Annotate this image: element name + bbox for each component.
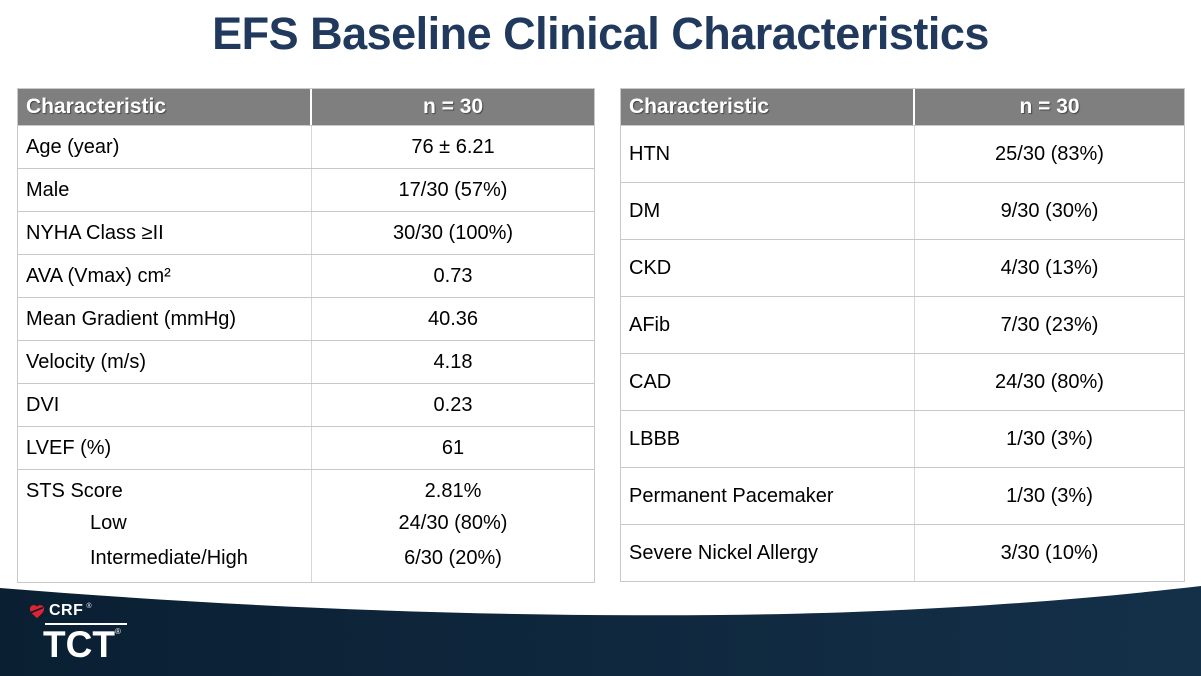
column-header-n30: n = 30 [1019, 95, 1080, 118]
registered-trademark-symbol: ® [86, 603, 92, 610]
logo-divider-line [45, 623, 127, 625]
table-row: Age (year) 76 ± 6.21 [18, 125, 594, 168]
table-row: CKD 4/30 (13%) [621, 239, 1184, 296]
table-header-row: Characteristic n = 30 [18, 89, 594, 125]
row-value: 0.73 [433, 264, 473, 287]
row-label: AFib [621, 297, 915, 353]
table-row: HTN 25/30 (83%) [621, 125, 1184, 182]
footer-wave-band [0, 586, 1201, 676]
page-title: EFS Baseline Clinical Characteristics [212, 8, 989, 59]
row-label: Age (year) [18, 126, 312, 168]
row-value: 2.81% [424, 479, 482, 502]
crf-logo-text: CRF [49, 602, 84, 619]
row-label: DM [621, 183, 915, 239]
tct-logo-row: TCT ® [43, 626, 127, 663]
row-label: STS Score [18, 470, 312, 512]
row-label: AVA (Vmax) cm² [18, 255, 312, 297]
row-label: Severe Nickel Allergy [621, 525, 915, 581]
row-label: HTN [621, 126, 915, 182]
table-row: Permanent Pacemaker 1/30 (3%) [621, 467, 1184, 524]
row-label: Low [18, 512, 312, 547]
crf-tct-logo: CRF ® TCT ® [28, 602, 127, 663]
baseline-characteristics-table-right: Characteristic n = 30 HTN 25/30 (83%) DM 9/… [620, 88, 1185, 582]
column-header-n30: n = 30 [422, 95, 484, 118]
table-row: LBBB 1/30 (3%) [621, 410, 1184, 467]
row-value: 24/30 (80%) [398, 512, 508, 534]
row-value: 0.23 [433, 393, 473, 416]
crf-logo-row: CRF ® [28, 602, 127, 620]
column-header-characteristic: Characteristic [18, 89, 312, 125]
row-label: LBBB [621, 411, 915, 467]
row-label: Intermediate/High [18, 547, 312, 582]
row-value: 30/30 (100%) [392, 221, 514, 244]
row-value: 1/30 (3%) [1006, 427, 1093, 450]
table-row: AFib 7/30 (23%) [621, 296, 1184, 353]
row-value: 6/30 (20%) [404, 547, 502, 569]
row-value: 3/30 (10%) [1000, 541, 1099, 564]
row-label: CKD [621, 240, 915, 296]
row-label: LVEF (%) [18, 427, 312, 469]
row-value: 7/30 (23%) [1000, 313, 1099, 336]
row-value: 4.18 [433, 350, 473, 373]
table-row: Severe Nickel Allergy 3/30 (10%) [621, 524, 1184, 581]
row-value: 25/30 (83%) [995, 142, 1104, 165]
row-value: 17/30 (57%) [398, 178, 508, 201]
table-row: Velocity (m/s) 4.18 [18, 340, 594, 383]
row-label: Permanent Pacemaker [621, 468, 915, 524]
tct-logo-text: TCT [43, 624, 115, 665]
table-row: CAD 24/30 (80%) [621, 353, 1184, 410]
table-row: AVA (Vmax) cm² 0.73 [18, 254, 594, 297]
column-header-characteristic: Characteristic [621, 89, 915, 125]
row-label: Velocity (m/s) [18, 341, 312, 383]
table-row: LVEF (%) 61 [18, 426, 594, 469]
row-value: 40.36 [427, 307, 479, 330]
row-label: Mean Gradient (mmHg) [18, 298, 312, 340]
row-label: Male [18, 169, 312, 211]
table-subrow: Intermediate/High 6/30 (20%) [18, 547, 594, 582]
registered-trademark-symbol: ® [114, 627, 121, 636]
table-row: NYHA Class ≥II 30/30 (100%) [18, 211, 594, 254]
baseline-characteristics-table-left: Characteristic n = 30 Age (year) 76 ± 6.2… [17, 88, 595, 583]
row-value: 4/30 (13%) [1000, 256, 1099, 279]
table-header-row: Characteristic n = 30 [621, 89, 1184, 125]
row-value: 24/30 (80%) [995, 370, 1104, 393]
row-label: DVI [18, 384, 312, 426]
table-row: STS Score 2.81% [18, 469, 594, 512]
table-row: DVI 0.23 [18, 383, 594, 426]
table-row: Mean Gradient (mmHg) 40.36 [18, 297, 594, 340]
table-row: Male 17/30 (57%) [18, 168, 594, 211]
row-value: 9/30 (30%) [1000, 199, 1099, 222]
table-subrow: Low 24/30 (80%) [18, 512, 594, 547]
row-label: NYHA Class ≥II [18, 212, 312, 254]
row-value: 1/30 (3%) [1006, 484, 1093, 507]
row-label: CAD [621, 354, 915, 410]
crf-heart-icon [29, 604, 45, 618]
table-body: HTN 25/30 (83%) DM 9/30 (30%) CKD 4/30 (13%) A… [621, 125, 1184, 581]
table-row: DM 9/30 (30%) [621, 182, 1184, 239]
row-value: 76 ± 6.21 [411, 135, 495, 158]
table-body: Age (year) 76 ± 6.21 Male 17/30 (57%) NYHA C… [18, 125, 594, 582]
row-value: 61 [441, 436, 465, 459]
